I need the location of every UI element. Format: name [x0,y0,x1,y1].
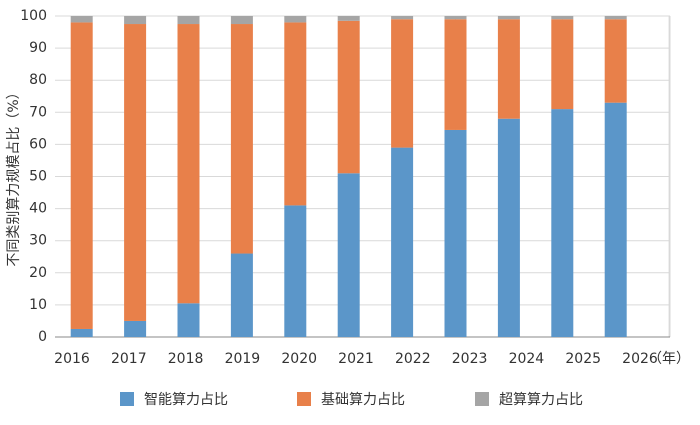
y-tick-label: 100 [20,8,47,24]
x-tick-label: 2020 [281,351,317,367]
y-tick-label: 10 [29,297,47,313]
x-tick-label: 2025 [565,351,601,367]
bar-segment [124,16,147,25]
bar-segment [230,253,253,337]
bar-segment [391,19,414,148]
x-axis-label: （年） [648,351,690,367]
bar-segment [177,24,200,304]
bar-segment [337,16,360,21]
bar-segment [337,20,360,174]
y-tick-label: 50 [29,169,47,185]
legend-label: 超算算力占比 [499,392,583,408]
x-tick-label: 2021 [338,351,374,367]
bar-segment [604,16,627,20]
bar-segment [230,24,253,254]
bar-segment [177,303,200,337]
bar-segment [497,118,520,337]
y-tick-label: 0 [38,329,47,345]
bar-segment [337,173,360,337]
bar-segment [497,16,520,20]
y-tick-label: 80 [29,72,47,88]
x-tick-label: 2024 [509,351,545,367]
y-axis-label: 不同类别算力规模占比（%） [6,85,22,266]
x-tick-label: 2017 [111,351,147,367]
bar-segment [391,147,414,337]
bar-segment [70,22,93,329]
bar-segment [497,19,520,119]
y-tick-label: 40 [29,201,47,217]
bar-segment [284,22,307,206]
bar-segment [444,16,467,20]
bar-segment [551,109,574,337]
bar-segment [551,19,574,110]
x-tick-label: 2016 [54,351,90,367]
legend-swatch [475,392,489,406]
x-tick-label: 2022 [395,351,431,367]
bar-segment [391,16,414,20]
bar-segment [284,205,307,337]
bar-segment [284,16,307,23]
bar-segment [177,16,200,25]
y-tick-label: 90 [29,40,47,56]
bar-segment [444,19,467,130]
x-tick-label: 2023 [452,351,488,367]
bar-segment [70,16,93,23]
y-tick-label: 60 [29,136,47,152]
bar-segment [551,16,574,20]
bar-segment [444,129,467,337]
x-tick-label: 2018 [168,351,204,367]
y-tick-label: 70 [29,104,47,120]
bar-segment [70,328,93,337]
y-tick-label: 30 [29,233,47,249]
x-tick-label: 2026 [622,351,658,367]
legend-label: 基础算力占比 [321,391,405,408]
bar-segment [230,16,253,25]
legend-swatch [120,392,134,406]
bar-segment [604,19,627,103]
legend-label: 智能算力占比 [144,392,228,408]
x-tick-label: 2019 [225,351,261,367]
bar-segment [124,24,147,321]
y-tick-label: 20 [29,265,47,281]
bar-segment [604,102,627,337]
legend-swatch [297,392,311,406]
bar-segment [124,320,147,337]
